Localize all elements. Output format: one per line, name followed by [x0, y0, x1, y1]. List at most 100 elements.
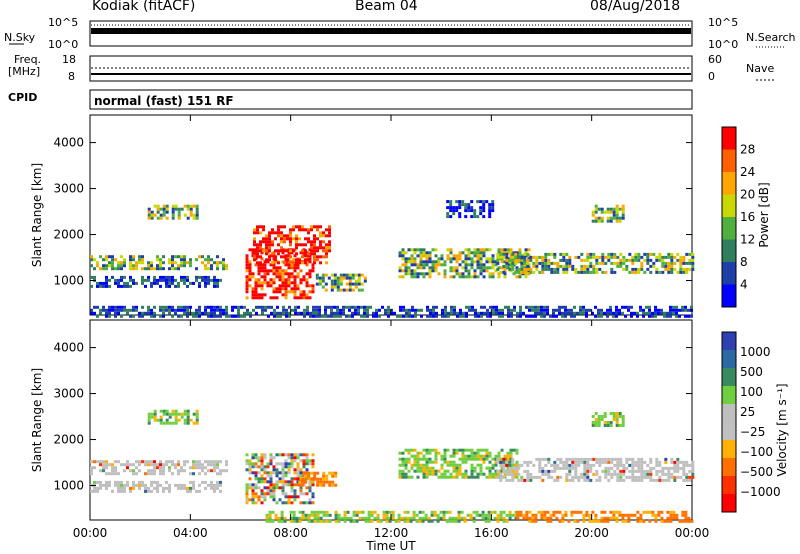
velocity-echo-cell — [600, 418, 604, 421]
power-echo-cell — [180, 308, 183, 312]
velocity-echo-cell — [508, 469, 512, 473]
power-echo-cell — [265, 249, 268, 253]
power-echo-cell — [263, 260, 267, 264]
power-echo-cell — [269, 263, 273, 267]
power-echo-cell — [266, 269, 270, 273]
power-echo-cell — [195, 311, 198, 315]
velocity-echo-cell — [615, 424, 619, 427]
power-echo-cell — [278, 272, 282, 276]
velocity-echo-cell — [607, 457, 611, 461]
power-echo-cell — [618, 308, 621, 312]
velocity-echo-cell — [615, 415, 619, 418]
power-echo-cell — [414, 308, 417, 312]
power-echo-cell — [120, 275, 123, 279]
velocity-echo-cell — [470, 454, 474, 458]
velocity-echo-cell — [322, 519, 326, 523]
power-echo-cell — [527, 257, 531, 261]
power-echo-cell — [253, 228, 256, 232]
velocity-echo-cell — [269, 492, 273, 496]
power-echo-cell — [257, 263, 261, 267]
power-echo-cell — [550, 267, 554, 271]
power-echo-cell — [281, 269, 285, 273]
velocity-echo-cell — [391, 516, 395, 520]
velocity-echo-cell — [382, 516, 386, 520]
x-tick-label: 00:00 — [675, 526, 710, 540]
power-echo-cell — [102, 284, 105, 288]
power-echo-cell — [607, 255, 611, 259]
power-echo-cell — [670, 255, 674, 259]
power-echo-cell — [473, 272, 477, 276]
power-echo-cell — [470, 257, 474, 261]
power-echo-cell — [684, 305, 687, 309]
power-echo-cell — [144, 311, 147, 315]
power-echo-cell — [633, 311, 636, 315]
velocity-echo-cell — [422, 475, 426, 479]
velocity-echo-cell — [428, 448, 432, 452]
velocity-echo-cell — [669, 519, 673, 523]
velocity-echo-cell — [132, 463, 135, 467]
power-echo-cell — [501, 311, 504, 315]
velocity-echo-cell — [425, 472, 429, 476]
velocity-echo-region — [147, 409, 199, 425]
velocity-echo-cell — [496, 469, 500, 473]
power-echo-cell — [387, 314, 390, 318]
velocity-echo-cell — [102, 466, 105, 470]
power-echo-cell — [643, 258, 647, 262]
velocity-echo-cell — [153, 466, 156, 470]
power-echo-cell — [621, 210, 625, 214]
power-echo-cell — [521, 254, 525, 258]
velocity-echo-cell — [619, 457, 623, 461]
velocity-echo-cell — [316, 471, 320, 475]
velocity-echo-cell — [594, 418, 598, 421]
power-echo-cell — [345, 282, 349, 286]
power-echo-cell — [471, 308, 474, 312]
power-echo-cell — [408, 311, 411, 315]
power-echo-cell — [277, 243, 280, 247]
power-echo-cell — [171, 314, 174, 318]
power-echo-cell — [607, 252, 611, 256]
colorbar-tick-label: −100 — [740, 445, 773, 459]
velocity-echo-cell — [251, 483, 255, 487]
velocity-echo-cell — [457, 519, 461, 523]
power-echo-cell — [336, 308, 339, 312]
velocity-echo-cell — [105, 460, 108, 464]
power-echo-cell — [610, 267, 614, 271]
power-echo-cell — [543, 308, 546, 312]
power-echo-cell — [198, 314, 201, 318]
velocity-echo-cell — [479, 457, 483, 461]
power-echo-cell — [293, 281, 297, 285]
power-echo-cell — [625, 267, 629, 271]
power-echo-cell — [612, 216, 616, 220]
power-echo-cell — [619, 252, 623, 256]
power-echo-cell — [510, 311, 513, 315]
velocity-echo-cell — [666, 519, 670, 523]
velocity-echo-cell — [292, 516, 296, 520]
velocity-echo-cell — [391, 513, 395, 517]
power-echo-cell — [428, 251, 432, 255]
velocity-echo-cell — [308, 498, 312, 502]
velocity-echo-cell — [180, 486, 183, 490]
power-echo-cell — [553, 270, 557, 274]
colorbar-tick-label: −25 — [740, 425, 765, 439]
power-echo-cell — [655, 258, 659, 262]
power-echo-cell — [495, 308, 498, 312]
power-echo-cell — [500, 266, 504, 270]
power-echo-cell — [259, 261, 262, 265]
power-echo-cell — [660, 311, 663, 315]
power-echo-cell — [156, 255, 159, 259]
colorbar-tick-label: 24 — [740, 165, 755, 179]
power-echo-cell — [257, 278, 261, 282]
power-echo-cell — [105, 314, 108, 318]
velocity-echo-cell — [422, 454, 426, 458]
power-echo-cell — [120, 255, 123, 259]
velocity-echo-cell — [628, 469, 632, 473]
velocity-echo-cell — [257, 498, 261, 502]
velocity-echo-cell — [685, 463, 689, 467]
power-echo-cell — [615, 216, 619, 220]
power-echo-cell — [348, 305, 351, 309]
velocity-echo-cell — [189, 466, 192, 470]
power-echo-cell — [264, 308, 267, 312]
velocity-echo-cell — [153, 412, 157, 416]
power-echo-cell — [153, 267, 156, 271]
velocity-echo-cell — [183, 483, 186, 487]
